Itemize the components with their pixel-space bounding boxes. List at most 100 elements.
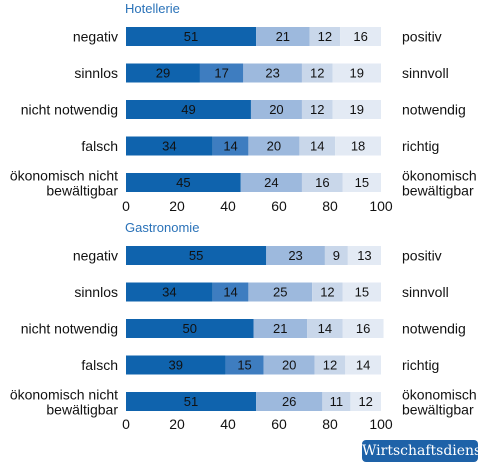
hotellerie-bar-value-label: 18 — [351, 139, 365, 154]
gastronomie-bar-value-label: 15 — [355, 285, 369, 300]
hotellerie-bar-segment — [335, 136, 381, 156]
hotellerie-row-label-left: bewältigbar — [46, 183, 118, 199]
hotellerie-bar-value-label: 51 — [184, 29, 198, 44]
hotellerie-bar-segment — [126, 173, 241, 192]
gastronomie-row-label-left: sinnlos — [74, 284, 118, 300]
gastronomie-bar-value-label: 11 — [330, 394, 344, 409]
gastronomie-row-label-right: sinnvoll — [402, 284, 449, 300]
hotellerie-bar-segment — [243, 63, 302, 83]
gastronomie-bar-segment — [126, 319, 254, 338]
gastronomie-bar-value-label: 51 — [184, 394, 198, 409]
hotellerie-bar-segment — [248, 136, 300, 156]
gastronomie-bar-value-label: 25 — [273, 285, 287, 300]
hotellerie-bar-segment — [250, 100, 302, 119]
gastronomie-bar-value-label: 12 — [320, 285, 334, 300]
hotellerie-bar-value-label: 19 — [350, 66, 364, 81]
hotellerie-bar-segment — [199, 63, 244, 83]
gastronomie-x-tick-label: 20 — [169, 416, 185, 432]
gastronomie-bar-segment — [307, 319, 343, 338]
gastronomie-bar-segment — [266, 246, 325, 265]
hotellerie-bar-value-label: 15 — [355, 175, 369, 190]
hotellerie-bar-value-label: 16 — [315, 175, 329, 190]
hotellerie-bar-segment — [212, 136, 249, 156]
hotellerie-bar-value-label: 17 — [214, 66, 228, 81]
hotellerie-row-label-left: nicht notwendig — [21, 102, 118, 118]
hotellerie-bar-segment — [301, 173, 343, 192]
gastronomie-bar-segment — [248, 282, 313, 302]
gastronomie-bar-value-label: 39 — [168, 358, 182, 373]
hotellerie-panel-title: Hotellerie — [125, 1, 180, 16]
gastronomie-bar-value-label: 9 — [333, 248, 340, 263]
gastronomie-bar-segment — [312, 282, 343, 302]
gastronomie-bar-segment — [126, 355, 226, 375]
hotellerie-bar-value-label: 16 — [353, 29, 367, 44]
hotellerie-row-label-right: positiv — [402, 29, 442, 45]
gastronomie-row-label-left: nicht notwendig — [21, 321, 118, 337]
hotellerie-bar-value-label: 34 — [162, 139, 176, 154]
source-badge: Wirtschaftsdienst — [362, 440, 485, 462]
gastronomie-bar-value-label: 16 — [356, 321, 370, 336]
gastronomie-bar-value-label: 12 — [358, 394, 372, 409]
hotellerie-bar-segment — [301, 63, 333, 83]
hotellerie-bar-value-label: 45 — [176, 175, 190, 190]
hotellerie-bar-value-label: 12 — [318, 29, 332, 44]
gastronomie-bar-value-label: 34 — [162, 285, 176, 300]
gastronomie-bar-segment — [126, 392, 257, 411]
gastronomie-x-tick-label: 80 — [322, 416, 338, 432]
gastronomie-bar-value-label: 23 — [288, 248, 302, 263]
gastronomie-row-label-right: notwendig — [402, 321, 466, 337]
gastronomie-x-tick-label: 40 — [220, 416, 236, 432]
gastronomie-bar-segment — [322, 392, 351, 411]
gastronomie-panel-title: Gastronomie — [125, 220, 199, 235]
hotellerie-bar-segment — [309, 27, 341, 46]
hotellerie-x-tick-label: 60 — [271, 198, 287, 214]
stacked-bar-chart: Hotellerie 51 21 12 16 negativ positiv 29 17 23 12… — [10, 1, 477, 432]
gastronomie-bar-segment — [314, 355, 346, 375]
gastronomie-bar-value-label: 13 — [357, 248, 371, 263]
hotellerie-x-tick-label: 40 — [220, 198, 236, 214]
hotellerie-bar-value-label: 21 — [276, 29, 290, 44]
gastronomie-row-label-left: ökonomisch nicht — [10, 387, 118, 403]
hotellerie-row-label-right: richtig — [402, 138, 439, 154]
gastronomie-bar-value-label: 21 — [273, 321, 287, 336]
gastronomie-bar-segment — [263, 355, 315, 375]
gastronomie-bar-segment — [126, 282, 213, 302]
gastronomie-row-label-right: richtig — [402, 357, 439, 373]
hotellerie-bar-segment — [126, 63, 200, 83]
gastronomie-row-label-right: bewältigbar — [402, 402, 474, 418]
hotellerie-bar-segment — [332, 100, 381, 119]
hotellerie-x-tick-label: 0 — [122, 198, 130, 214]
gastronomie-bar-value-label: 20 — [282, 358, 296, 373]
gastronomie-bar-value-label: 50 — [183, 321, 197, 336]
gastronomie-bar-segment — [256, 392, 323, 411]
gastronomie-bar-segment — [342, 319, 384, 338]
hotellerie-bar-value-label: 49 — [181, 102, 195, 117]
gastronomie-bar-segment — [212, 282, 249, 302]
gastronomie-row-label-left: falsch — [81, 357, 118, 373]
gastronomie-bar-value-label: 14 — [318, 321, 332, 336]
gastronomie-row-label-left: negativ — [73, 248, 118, 264]
hotellerie-bar-segment — [342, 173, 381, 192]
gastronomie-row-label-right: positiv — [402, 248, 442, 264]
gastronomie-x-tick-label: 60 — [271, 416, 287, 432]
hotellerie-x-tick-label: 80 — [322, 198, 338, 214]
hotellerie-bar-segment — [301, 100, 333, 119]
gastronomie-bar-segment — [253, 319, 308, 338]
gastronomie-bar-value-label: 14 — [356, 358, 370, 373]
hotellerie-bar-value-label: 23 — [265, 66, 279, 81]
gastronomie-bar-segment — [324, 246, 348, 265]
gastronomie-bar-segment — [350, 392, 381, 411]
gastronomie-x-tick-label: 0 — [122, 416, 130, 432]
gastronomie-bar-value-label: 55 — [189, 248, 203, 263]
hotellerie-bar-segment — [299, 136, 336, 156]
hotellerie-bar-segment — [256, 27, 310, 46]
gastronomie-row-label-left: bewältigbar — [46, 402, 118, 418]
hotellerie-bar-segment — [126, 27, 257, 46]
hotellerie-bar-value-label: 12 — [310, 66, 324, 81]
hotellerie-row-label-right: ökonomisch — [402, 168, 477, 184]
hotellerie-bar-value-label: 14 — [223, 139, 237, 154]
hotellerie-bar-value-label: 19 — [350, 102, 364, 117]
gastronomie-bar-value-label: 14 — [223, 285, 237, 300]
hotellerie-x-tick-label: 20 — [169, 198, 185, 214]
gastronomie-x-tick-label: 100 — [369, 416, 393, 432]
